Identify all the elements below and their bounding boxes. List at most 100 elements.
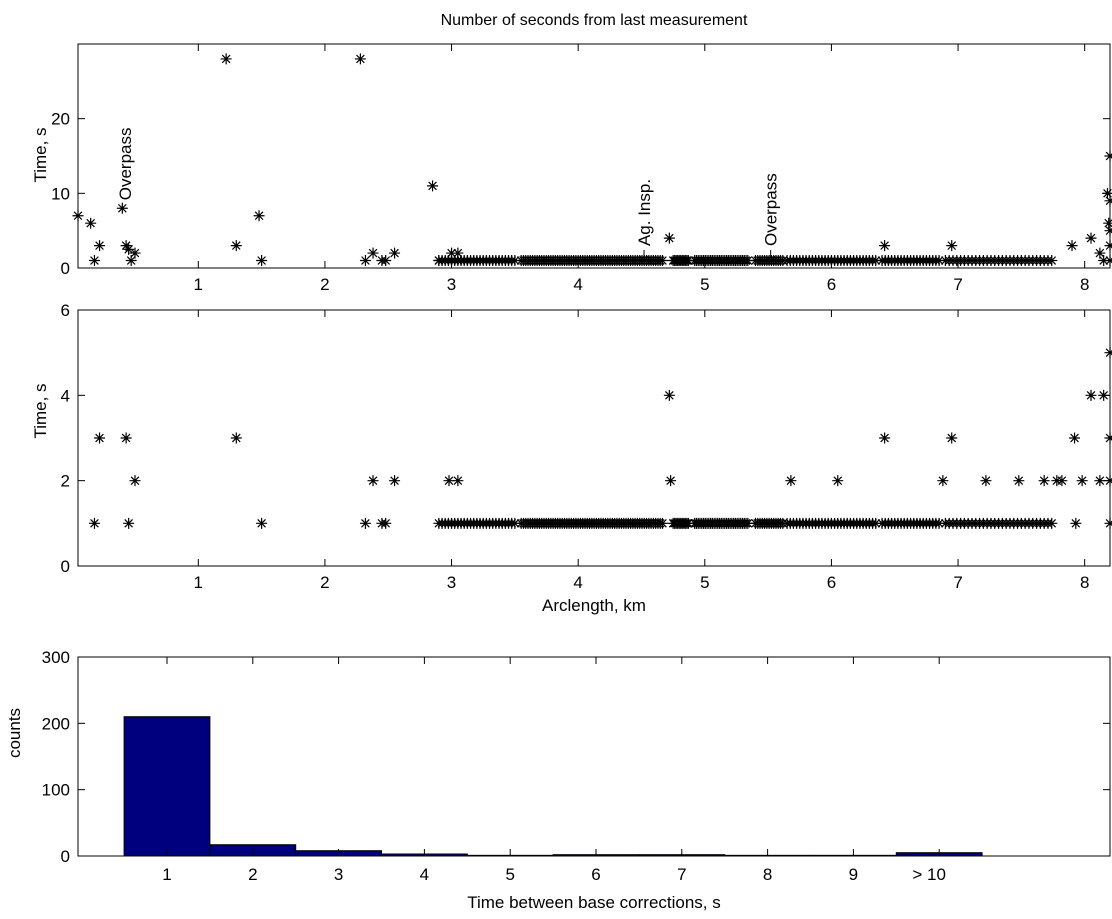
y-tick-label: 20 — [51, 110, 70, 129]
data-point — [980, 475, 992, 487]
data-point — [446, 247, 458, 259]
data-point — [657, 255, 669, 267]
chart-middle-scatter: Time, s Arclength, km 1 2 3 4 5 6 7 8 0 2 4 6 — [31, 301, 1112, 615]
data-point — [870, 517, 882, 529]
x-tick-label: 2 — [320, 573, 329, 592]
data-point — [1104, 517, 1112, 529]
data-point — [742, 255, 754, 267]
x-tick-label: 7 — [953, 275, 962, 294]
data-point — [220, 53, 232, 65]
data-point — [832, 475, 844, 487]
y-axis-label: Time, s — [31, 127, 50, 182]
chart-top-scatter: Number of seconds from last measurement … — [31, 12, 1112, 294]
data-point — [1076, 475, 1088, 487]
annotation-label: Ag. Insp. — [635, 179, 654, 246]
x-tick-label: 1 — [194, 573, 203, 592]
data-point — [1056, 475, 1068, 487]
data-point — [1104, 225, 1112, 237]
y-tick-label: 100 — [42, 781, 70, 800]
x-tick-label: 5 — [700, 275, 709, 294]
data-point — [380, 255, 392, 267]
data-point — [1038, 475, 1050, 487]
data-point — [125, 255, 137, 267]
x-tick-label: 8 — [1080, 573, 1089, 592]
data-point — [665, 475, 677, 487]
plot-frame — [77, 656, 1111, 857]
y-tick-label: 0 — [61, 557, 70, 576]
data-point — [879, 432, 891, 444]
data-point — [230, 240, 242, 252]
data-point — [1104, 347, 1112, 359]
bar — [123, 716, 211, 857]
data-point — [1104, 195, 1112, 207]
data-point — [1085, 389, 1097, 401]
data-point — [1104, 240, 1112, 252]
data-point — [879, 240, 891, 252]
x-tick-label: 7 — [953, 573, 962, 592]
x-tick-label: 6 — [591, 865, 600, 884]
x-tick-label: 6 — [827, 573, 836, 592]
data-point — [1069, 432, 1081, 444]
data-point — [123, 517, 135, 529]
data-point — [870, 255, 882, 267]
data-point — [682, 517, 694, 529]
data-point — [663, 389, 675, 401]
y-tick-label: 2 — [61, 472, 70, 491]
data-point — [509, 517, 521, 529]
x-axis-label: Time between base corrections, s — [467, 893, 721, 912]
data-point — [88, 255, 100, 267]
data-point — [1098, 255, 1110, 267]
x-tick-label: 3 — [447, 573, 456, 592]
x-tick-label: 1 — [194, 275, 203, 294]
x-tick-label: > 10 — [912, 865, 946, 884]
chart-bottom-histogram: counts Time between base corrections, s … — [5, 648, 1111, 912]
data-point — [427, 180, 439, 192]
x-tick-label: 8 — [763, 865, 772, 884]
data-point — [129, 247, 141, 259]
data-point — [129, 475, 141, 487]
x-axis-label: Arclength, km — [542, 596, 646, 615]
data-point — [389, 247, 401, 259]
x-tick-label: 2 — [320, 275, 329, 294]
data-point — [256, 517, 268, 529]
plot-frame — [77, 43, 1111, 269]
data-point — [1094, 247, 1106, 259]
data-point — [1070, 517, 1082, 529]
data-point — [742, 517, 754, 529]
data-point — [367, 247, 379, 259]
x-tick-label: 1 — [162, 865, 171, 884]
data-point — [389, 475, 401, 487]
data-point — [1104, 255, 1112, 267]
data-point — [1104, 150, 1112, 162]
data-point — [933, 255, 945, 267]
data-point — [1013, 475, 1025, 487]
data-point — [88, 517, 100, 529]
data-point — [256, 255, 268, 267]
data-point — [354, 53, 366, 65]
data-point — [72, 210, 84, 222]
data-point — [94, 240, 106, 252]
data-point — [253, 210, 265, 222]
data-point — [1104, 475, 1112, 487]
data-point — [1103, 217, 1112, 229]
x-tick-label: 4 — [573, 573, 582, 592]
y-tick-label: 10 — [51, 184, 70, 203]
data-point — [359, 255, 371, 267]
x-tick-label: 6 — [827, 275, 836, 294]
data-point — [1101, 187, 1112, 199]
data-point — [452, 475, 464, 487]
y-axis-label: Time, s — [31, 383, 50, 438]
data-point — [120, 240, 132, 252]
data-point — [452, 247, 464, 259]
data-point — [933, 517, 945, 529]
x-tick-label: 5 — [505, 865, 514, 884]
data-point — [94, 432, 106, 444]
annotation-arrowhead — [639, 255, 649, 263]
x-tick-label: 7 — [677, 865, 686, 884]
annotation-label: Overpass — [116, 128, 135, 201]
data-point — [1046, 255, 1058, 267]
data-point — [1085, 232, 1097, 244]
x-tick-label: 8 — [1080, 275, 1089, 294]
x-tick-label: 3 — [447, 275, 456, 294]
